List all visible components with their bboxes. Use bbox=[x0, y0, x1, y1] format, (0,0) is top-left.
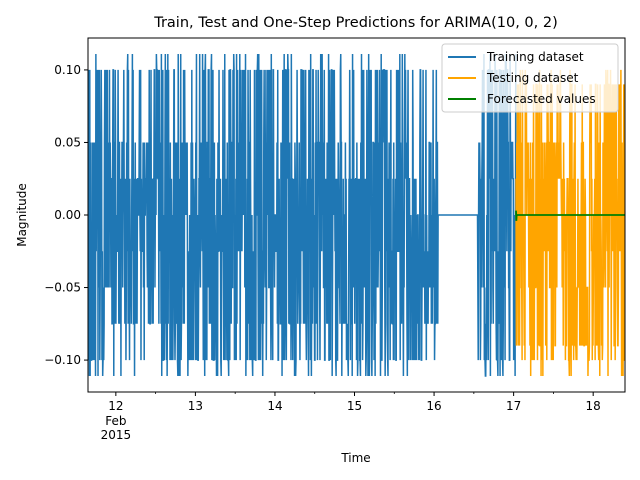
legend: Training dataset Testing dataset Forecaste… bbox=[441, 43, 619, 113]
y-axis-label: Magnitude bbox=[15, 183, 29, 247]
series-forecast-line bbox=[515, 210, 625, 221]
legend-label: Forecasted values bbox=[487, 92, 596, 106]
chart-title: Train, Test and One-Step Predictions for… bbox=[153, 15, 558, 31]
x-tick-sublabel: 2015 bbox=[101, 428, 132, 442]
y-tick-label: 0.10 bbox=[54, 63, 81, 77]
plot-area bbox=[88, 53, 625, 377]
x-tick-sublabel: Feb bbox=[105, 414, 126, 428]
y-tick-label: 0.00 bbox=[54, 208, 81, 222]
legend-label: Training dataset bbox=[486, 50, 584, 64]
x-tick-label: 12 bbox=[108, 399, 123, 413]
x-tick-label: 13 bbox=[188, 399, 203, 413]
y-tick-label: 0.05 bbox=[54, 135, 81, 149]
y-axis: 0.10 0.05 0.00 −0.05 −0.10 bbox=[44, 63, 88, 367]
x-tick-label: 18 bbox=[586, 399, 601, 413]
series-testing-line bbox=[515, 69, 625, 377]
y-tick-label: −0.05 bbox=[44, 281, 81, 295]
x-tick-label: 16 bbox=[426, 399, 441, 413]
x-tick-label: 14 bbox=[267, 399, 282, 413]
x-axis-label: Time bbox=[340, 451, 370, 465]
x-tick-label: 17 bbox=[506, 399, 521, 413]
legend-label: Testing dataset bbox=[486, 71, 579, 85]
x-tick-label: 15 bbox=[347, 399, 362, 413]
y-tick-label: −0.10 bbox=[44, 353, 81, 367]
series-training-line bbox=[88, 53, 517, 377]
legend-box bbox=[441, 43, 619, 113]
